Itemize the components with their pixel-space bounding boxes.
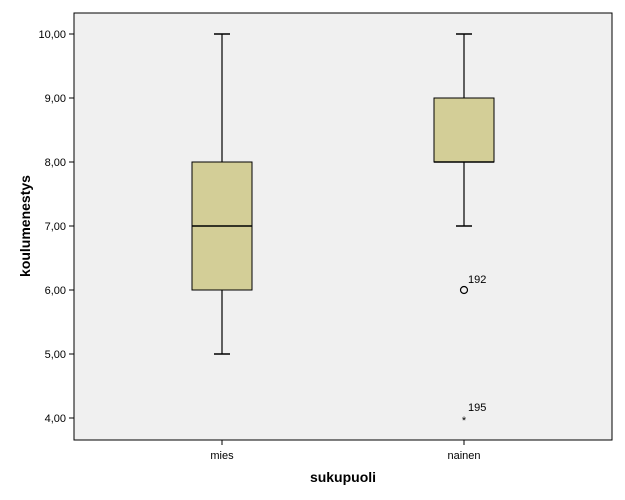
outlier-marker-192 bbox=[459, 285, 469, 295]
y-tick-label-2: 6,00 bbox=[45, 285, 66, 297]
y-axis-title: koulumenestys bbox=[17, 175, 33, 277]
y-tick-label-5: 9,00 bbox=[45, 93, 66, 105]
box-nainen: 192 *195 bbox=[433, 33, 495, 427]
boxes: 192 *195 bbox=[191, 33, 495, 427]
plot-area bbox=[73, 12, 613, 441]
y-tick-label-4: 8,00 bbox=[45, 157, 66, 169]
x-axis-title: sukupuoli bbox=[310, 469, 376, 485]
y-tick-label-1: 5,00 bbox=[45, 349, 66, 361]
box-mies bbox=[191, 33, 253, 355]
iqr-box bbox=[433, 97, 495, 163]
outlier-label-195: 195 bbox=[468, 402, 486, 414]
y-tick-label-0: 4,00 bbox=[45, 413, 66, 425]
y-tick-label-3: 7,00 bbox=[45, 221, 66, 233]
y-tick-label-6: 10,00 bbox=[38, 29, 66, 41]
x-axis: mies nainen bbox=[210, 440, 481, 462]
y-axis: 4,00 5,00 6,00 7,00 8,00 9,00 10,00 bbox=[38, 29, 74, 425]
x-tick-label-mies: mies bbox=[210, 450, 234, 462]
outlier-label-192: 192 bbox=[468, 274, 486, 286]
extreme-marker-195: * bbox=[462, 415, 467, 427]
x-tick-label-nainen: nainen bbox=[447, 450, 480, 462]
